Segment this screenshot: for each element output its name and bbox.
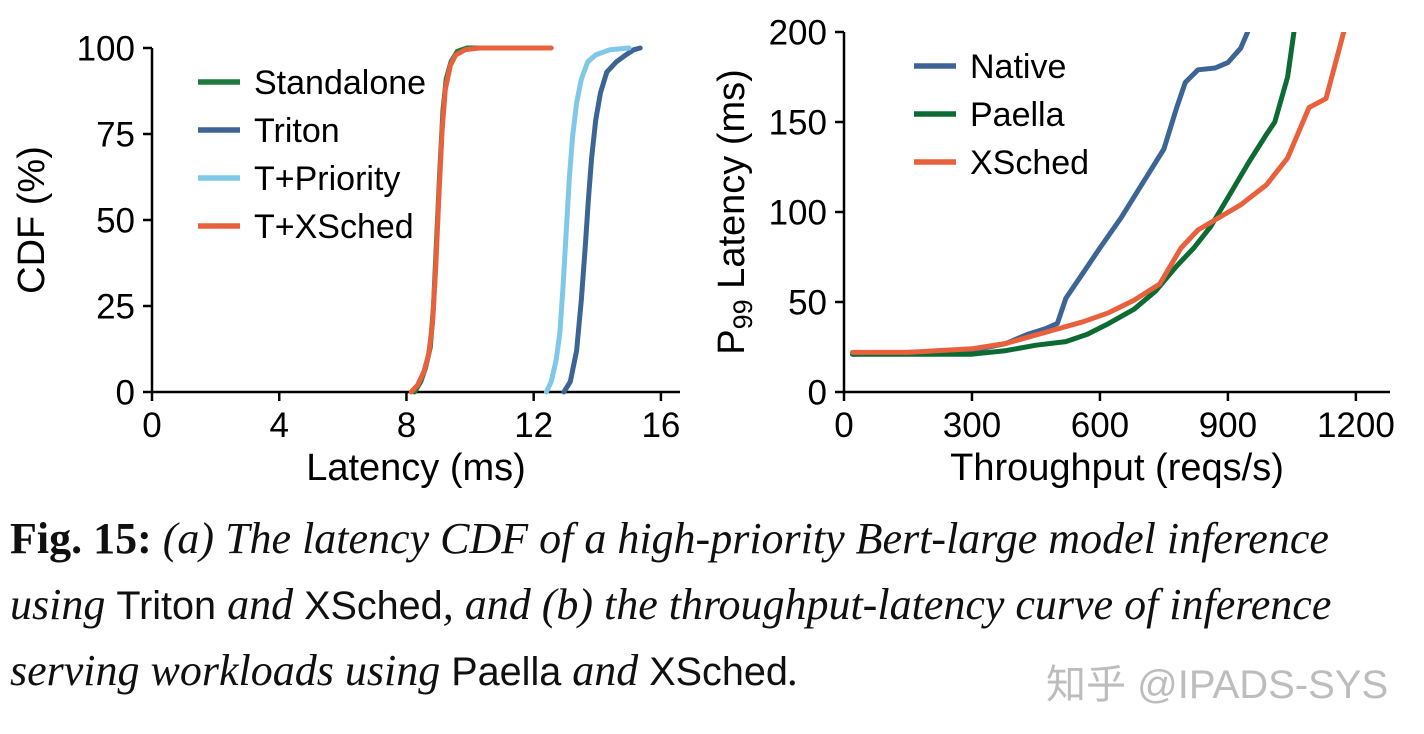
- figure-caption: Fig. 15: (a) The latency CDF of a high-p…: [0, 506, 1424, 704]
- caption-segment: Paella: [451, 650, 562, 694]
- svg-text:1200: 1200: [1317, 406, 1395, 445]
- caption-segment: XSched: [304, 584, 443, 628]
- svg-text:12: 12: [514, 406, 553, 445]
- tick-labels: 0 300 600 900 1200 0 50 100 150 200: [769, 13, 1395, 445]
- axes: [835, 30, 1390, 401]
- y-axis-label: CDF (%): [11, 146, 53, 294]
- legend-label: Triton: [254, 112, 340, 150]
- legend-label: Standalone: [254, 64, 426, 102]
- x-axis-label: Latency (ms): [306, 447, 526, 489]
- caption-segment: .: [787, 646, 799, 695]
- caption-segment: Fig. 15:: [10, 514, 163, 563]
- y-axis-label: P99 Latency (ms): [711, 69, 758, 355]
- caption-segment: , and (b) the throughput-latency curve o…: [10, 580, 1332, 695]
- series-Paella: [850, 32, 1297, 357]
- series-T+Priority: [543, 45, 632, 395]
- series-Standalone: [411, 45, 549, 395]
- charts-row: 0 4 8 12 16 0 25 50 75 100 Latency (ms) CDF (%) Stan…: [11, 13, 1395, 489]
- svg-text:50: 50: [788, 283, 827, 322]
- svg-text:200: 200: [769, 13, 827, 52]
- tick-labels: 0 4 8 12 16 0 25 50 75 100: [77, 29, 681, 445]
- legend: Native Paella XSched: [914, 48, 1089, 182]
- svg-text:0: 0: [834, 406, 853, 445]
- series-Triton: [561, 45, 643, 395]
- caption-segment: (a) The latency CDF of a high-priority B…: [10, 514, 1329, 629]
- svg-text:900: 900: [1199, 406, 1257, 445]
- svg-text:0: 0: [116, 373, 135, 412]
- svg-text:75: 75: [96, 115, 135, 154]
- svg-text:300: 300: [943, 406, 1001, 445]
- svg-text:100: 100: [77, 29, 135, 68]
- series-group: [850, 32, 1347, 357]
- x-axis-label: Throughput (reqs/s): [950, 447, 1284, 489]
- svg-text:25: 25: [96, 287, 135, 326]
- caption-segment: XSched: [649, 650, 788, 694]
- series-T+XSched: [408, 45, 554, 395]
- caption-segment: and: [561, 646, 650, 695]
- svg-text:600: 600: [1071, 406, 1129, 445]
- svg-text:50: 50: [96, 201, 135, 240]
- svg-text:0: 0: [808, 373, 827, 412]
- caption-segment: Triton: [116, 584, 217, 628]
- svg-text:0: 0: [142, 406, 161, 445]
- legend-label: Paella: [970, 96, 1065, 134]
- throughput-latency-chart: 0 300 600 900 1200 0 50 100 150 200 Throughput (re…: [711, 13, 1395, 489]
- latency-cdf-chart: 0 4 8 12 16 0 25 50 75 100 Latency (ms) CDF (%) Stan…: [11, 29, 681, 489]
- svg-text:8: 8: [397, 406, 416, 445]
- legend: Standalone Triton T+Priority T+XSched: [198, 64, 426, 246]
- svg-text:150: 150: [769, 103, 827, 142]
- legend-label: XSched: [970, 144, 1089, 182]
- svg-text:100: 100: [769, 193, 827, 232]
- legend-label: T+XSched: [254, 208, 414, 246]
- svg-text:16: 16: [641, 406, 680, 445]
- caption-segment: and: [216, 580, 305, 629]
- series-group: [408, 45, 643, 395]
- legend-label: T+Priority: [254, 160, 400, 198]
- series-XSched: [850, 32, 1347, 355]
- svg-text:4: 4: [269, 406, 288, 445]
- legend-label: Native: [970, 48, 1066, 86]
